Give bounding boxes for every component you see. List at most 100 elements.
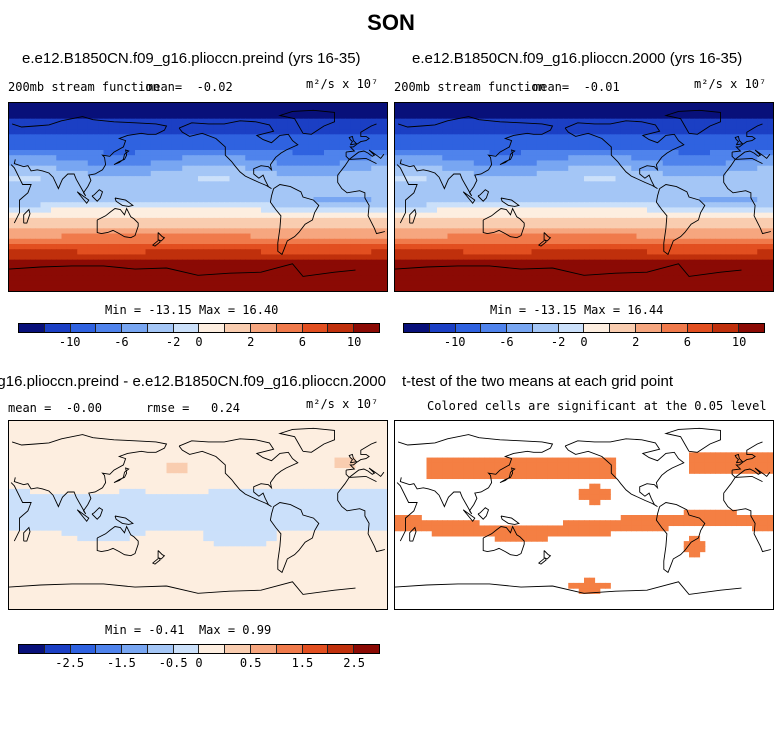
field-cell [410, 144, 417, 151]
field-cell [568, 223, 575, 229]
field-cell [589, 191, 596, 198]
field-cell [725, 144, 732, 151]
field-cell [82, 207, 89, 214]
field-cell [647, 123, 653, 130]
field-cell [573, 144, 580, 151]
field-cell [610, 228, 617, 235]
colorbar-swatch [96, 324, 123, 332]
field-cell [156, 150, 162, 156]
field-cell [578, 176, 585, 182]
field-cell [51, 275, 57, 282]
field-cell [150, 160, 157, 167]
field-cell [636, 129, 643, 135]
field-cell [631, 103, 638, 109]
field-cell [376, 113, 383, 120]
field-cell [757, 118, 764, 125]
field-cell [463, 139, 470, 146]
field-cell [731, 254, 737, 261]
field-cell [182, 233, 189, 240]
field-cell [678, 207, 685, 214]
field-cell [631, 249, 638, 256]
field-cell [531, 202, 538, 209]
field-cell [224, 223, 231, 229]
field-cell [56, 176, 63, 182]
field-cell [563, 170, 569, 177]
field-cell [615, 160, 622, 167]
field-cell [229, 228, 236, 235]
field-cell [261, 254, 267, 261]
field-cell [334, 144, 341, 151]
field-cell [350, 155, 357, 162]
field-cell [494, 123, 501, 130]
field-cell [615, 186, 622, 193]
field-cell [473, 228, 480, 235]
field-cell [468, 155, 475, 162]
field-cell [631, 150, 638, 156]
field-cell [699, 170, 706, 177]
field-cell [303, 285, 309, 291]
field-cell [287, 202, 294, 209]
field-cell [14, 181, 21, 188]
field-cell [715, 144, 722, 151]
field-cell [400, 155, 407, 162]
field-cell [350, 233, 357, 240]
field-cell [515, 228, 522, 235]
field-cell [552, 238, 559, 245]
field-cell [752, 181, 758, 188]
field-cell [605, 223, 611, 229]
field-cell [124, 223, 131, 229]
field-cell [683, 176, 690, 182]
field-cell [161, 212, 168, 219]
field-cell [308, 123, 315, 130]
field-cell [56, 150, 63, 156]
field-cell [505, 118, 512, 125]
field-cell [610, 249, 617, 256]
field-cell [156, 228, 162, 235]
field-cell [114, 191, 120, 198]
field-cell [245, 150, 252, 156]
field-cell [515, 129, 522, 135]
field-cell [45, 155, 52, 162]
field-cell [599, 202, 606, 209]
field-cell [452, 139, 459, 146]
field-cell [437, 259, 443, 266]
field-cell [610, 113, 617, 120]
field-cell [30, 165, 36, 172]
field-cell [547, 165, 554, 172]
field-cell [245, 170, 252, 177]
field-cell [426, 108, 433, 115]
field-cell [752, 103, 758, 109]
field-cell [584, 212, 590, 219]
field-cell [366, 139, 372, 146]
field-cell [287, 275, 294, 282]
field-cell [161, 123, 168, 130]
field-cell [426, 150, 433, 156]
field-cell [584, 217, 590, 224]
field-cell [746, 238, 753, 245]
field-cell [234, 186, 241, 193]
field-cell [240, 259, 246, 266]
field-cell [234, 254, 241, 261]
field-cell [161, 144, 168, 151]
field-cell [437, 238, 443, 245]
field-cell [66, 129, 73, 135]
field-cell [292, 270, 299, 276]
field-cell [725, 181, 732, 188]
field-cell [452, 103, 459, 109]
field-cell [208, 176, 215, 182]
field-cell [431, 186, 438, 193]
field-cell [447, 202, 454, 209]
field-cell [468, 123, 475, 130]
field-cell [124, 197, 131, 203]
field-cell [77, 134, 84, 141]
field-cell [526, 191, 533, 198]
field-cell [410, 244, 417, 250]
field-cell [266, 165, 273, 172]
field-cell [166, 254, 173, 261]
field-cell [124, 233, 131, 240]
field-cell [605, 259, 611, 266]
field-cell [140, 197, 147, 203]
field-cell [103, 191, 110, 198]
field-cell [240, 285, 246, 291]
field-cell [426, 165, 433, 172]
